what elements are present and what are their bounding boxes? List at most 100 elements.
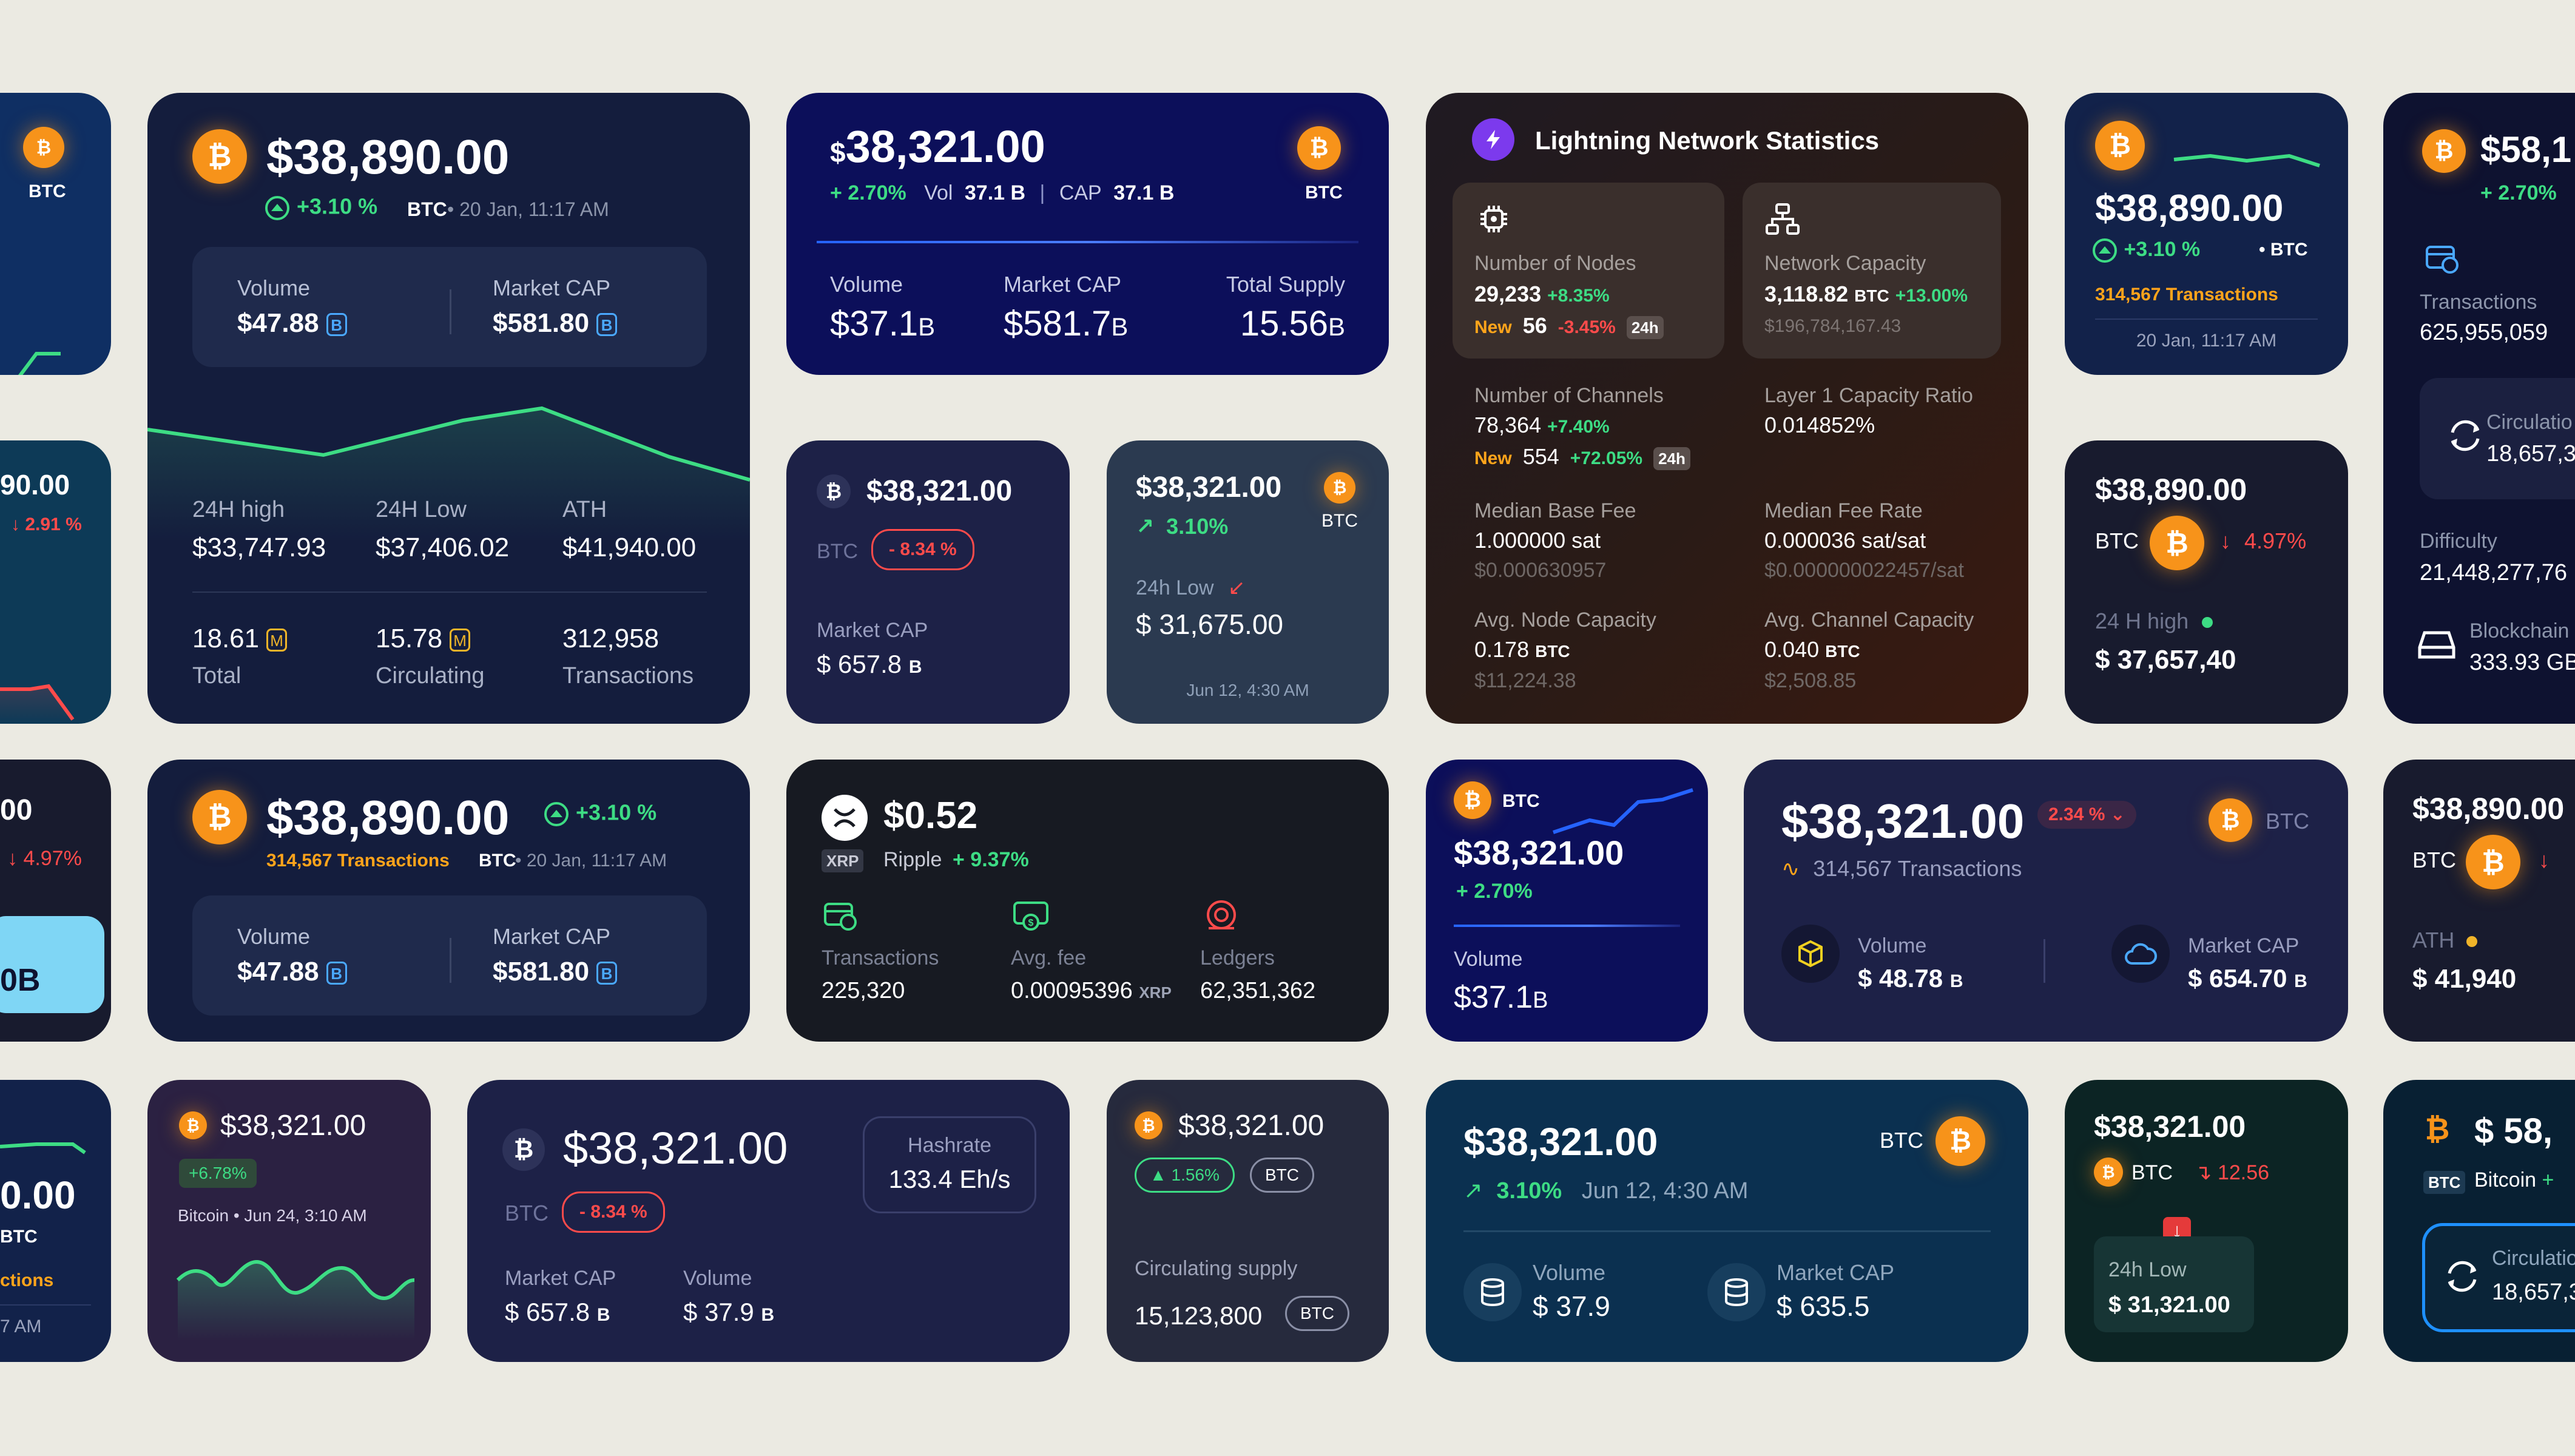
volume-label: Volume — [1858, 934, 1927, 957]
partial-card-left-row4[interactable]: 0.00 BTC ctions 7 AM — [0, 1080, 111, 1362]
base-fee-usd: $0.000630957 — [1474, 559, 1607, 582]
fee-value: 0.00095396 XRP — [1011, 979, 1172, 1002]
btc-volume-mini-card[interactable]: ₿ BTC $38,321.00 + 2.70% Volume $37.1B — [1426, 760, 1708, 1042]
change-value: +3.10 % — [297, 194, 378, 219]
nodes-label: Number of Nodes — [1474, 252, 1636, 275]
status-dot — [2202, 617, 2213, 629]
volume-label: Volume — [237, 924, 311, 949]
ticker: BTC — [29, 181, 66, 201]
supply-label: Total Supply — [1226, 272, 1345, 297]
btc-24h-high-card[interactable]: $38,890.00 BTC ₿ ↓ 4.97% 24 H high $ 37,… — [2065, 440, 2348, 724]
btc-market-cap-card[interactable]: ₿ $38,321.00 BTC - 8.34 % Market CAP $ 6… — [786, 440, 1070, 724]
coin-name-text: Bitcoin — [2474, 1168, 2537, 1191]
hashrate-label: Hashrate — [908, 1134, 991, 1157]
ticker: • BTC — [2259, 240, 2308, 260]
high-label: 24 H high — [2095, 610, 2213, 632]
partial-card-left-row3[interactable]: 00 ↓ 4.97% 0B — [0, 760, 111, 1042]
btc-dark-green-card[interactable]: $38,321.00 ₿ BTC ↴ 12.56 ↓ 24h Low $ 31,… — [2065, 1080, 2348, 1362]
blockchain-value: 333.93 GB — [2469, 650, 2575, 675]
ticker: BTC — [1880, 1128, 1923, 1153]
subline: + 2.70% Vol 37.1 B | CAP 37.1 B — [830, 181, 1175, 204]
btc-overview-card[interactable]: ₿ $38,890.00 +3.10 % BTC • 20 Jan, 11:17… — [147, 93, 750, 724]
ticker: BTC — [479, 851, 516, 871]
change-fragment: ↓ 4.97% — [7, 847, 82, 870]
bitcoin-icon: ₿ — [1935, 1116, 1985, 1166]
nodes-text: 29,233 — [1474, 281, 1542, 306]
volume-value: $37.1B — [1454, 982, 1548, 1013]
price: $38,321.00 — [1463, 1120, 1658, 1164]
volume-value: $ 37.9 B — [683, 1299, 774, 1325]
low-label: 24h Low — [2108, 1258, 2187, 1281]
lightning-network-card[interactable]: Lightning Network Statistics Number of N… — [1426, 93, 2028, 724]
cap-label: Market CAP — [1777, 1260, 1895, 1285]
stats-box: Volume $47.88 B Market CAP $581.80 B — [192, 247, 707, 367]
bitcoin-icon: ₿ — [1135, 1111, 1163, 1139]
volume-value: $ 37.9 — [1533, 1290, 1610, 1322]
wave-chart — [176, 1259, 414, 1341]
btc-circulating-card[interactable]: ₿ $38,321.00 ▲ 1.56% BTC Circulating sup… — [1107, 1080, 1389, 1362]
chan-cap-usd: $2,508.85 — [1764, 669, 1857, 692]
fee-rate-usd: $0.000000022457/sat — [1764, 559, 1964, 582]
divider — [817, 241, 1358, 243]
change-text: 12.56 — [2217, 1161, 2270, 1184]
node-cap-label: Avg. Node Capacity — [1474, 608, 1656, 632]
node-cap-value: 0.178 BTC — [1474, 639, 1570, 661]
btc-mini-card[interactable]: ₿ $38,890.00 +3.10 % • BTC 314,567 Trans… — [2065, 93, 2348, 375]
volume-text: $ 48.78 — [1858, 964, 1943, 993]
unit: B — [596, 1305, 610, 1325]
btc-partial-card-right-bottom[interactable]: ₿ $ 58, BTC Bitcoin + Circulatio 18,657,… — [2383, 1080, 2575, 1362]
price: $38,321.00 — [1136, 471, 1282, 504]
cap-text: $ 657.8 — [817, 650, 902, 678]
ripple-card[interactable]: $0.52 XRP Ripple + 9.37% Transactions 22… — [786, 760, 1389, 1042]
difficulty-value: 21,448,277,76 — [2420, 560, 2568, 585]
price: $38,890.00 — [2095, 187, 2284, 229]
ath-label: ATH — [562, 497, 607, 522]
price: $38,321.00 — [866, 475, 1013, 507]
difficulty-label: Difficulty — [2420, 530, 2497, 553]
fee-rate-label: Median Fee Rate — [1764, 499, 1923, 522]
btc-hashrate-card[interactable]: ₿ $38,321.00 BTC - 8.34 % Hashrate 133.4… — [467, 1080, 1070, 1362]
price: $38,321.00 — [830, 124, 1045, 169]
btc-supply-card[interactable]: $38,321.00 + 2.70% Vol 37.1 B | CAP 37.1… — [786, 93, 1389, 375]
circulation-box[interactable]: Circulatio 18,657,3 — [2422, 1223, 2575, 1332]
high-label-text: 24 H high — [2095, 608, 2189, 633]
price-fragment: 00 — [0, 794, 33, 826]
new-change: +72.05% — [1570, 448, 1643, 468]
channels-label: Number of Channels — [1474, 384, 1664, 407]
refresh-coin-icon — [2448, 1261, 2477, 1292]
volume-value: $ 48.78 B — [1858, 966, 1963, 991]
partial-card-left-top[interactable]: ₿ BTC — [0, 93, 111, 375]
capacity-label: Network Capacity — [1764, 252, 1926, 275]
change-text: 2.34 % — [2048, 804, 2105, 824]
btc-ath-partial-card[interactable]: $38,890.00 BTC ₿ ↓ ATH $ 41,940 — [2383, 760, 2575, 1042]
box-icon — [1781, 925, 1840, 983]
unit: B — [761, 1305, 775, 1325]
ath-value: $ 41,940 — [2412, 964, 2517, 994]
database-icon — [1707, 1263, 1766, 1321]
btc-transactions-card[interactable]: $38,321.00 2.34 % ⌄ ₿ BTC ∿ 314,567 Tran… — [1744, 760, 2348, 1042]
cap-label: Market CAP — [2188, 934, 2300, 957]
ticker-pill: BTC — [1285, 1296, 1349, 1331]
tx-fragment: ctions — [0, 1270, 54, 1290]
volume-label: Volume — [1533, 1260, 1606, 1285]
volume-text: $ 37.9 — [683, 1298, 754, 1326]
nodes-new: New 56 -3.45% 24h — [1474, 315, 1664, 339]
btc-24h-low-card[interactable]: $38,321.00 ₿ ↗ 3.10% BTC 24h Low ↙ $ 31,… — [1107, 440, 1389, 724]
storage-icon — [2418, 631, 2455, 659]
tx-text: 314,567 Transactions — [1813, 856, 2022, 881]
sparkline — [2173, 153, 2320, 167]
circ-value: 18,657,3 — [2492, 1279, 2575, 1305]
ledgers-label: Ledgers — [1200, 946, 1275, 969]
btc-sparkline-card[interactable]: ₿ $38,321.00 +6.78% Bitcoin • Jun 24, 3:… — [147, 1080, 431, 1362]
price: $38,890.00 — [266, 790, 510, 844]
btc-teal-card[interactable]: $38,321.00 ↗ 3.10% Jun 12, 4:30 AM BTC ₿… — [1426, 1080, 2028, 1362]
ticker: BTC — [2131, 1161, 2173, 1184]
unit: B — [918, 312, 936, 341]
capacity-change: +13.00% — [1895, 286, 1968, 306]
price-text: 38,321.00 — [845, 121, 1045, 172]
svg-text:₿: ₿ — [36, 138, 51, 158]
partial-card-left-mid[interactable]: 90.00 ↓ 2.91 % — [0, 440, 111, 724]
btc-volume-card[interactable]: ₿ $38,890.00 +3.10 % 314,567 Transaction… — [147, 760, 750, 1042]
btc-partial-card-right[interactable]: ₿ $58,1 + 2.70% Transactions 625,955,059… — [2383, 93, 2575, 724]
capacity-value: 3,118.82 BTC +13.00% — [1764, 283, 1968, 305]
